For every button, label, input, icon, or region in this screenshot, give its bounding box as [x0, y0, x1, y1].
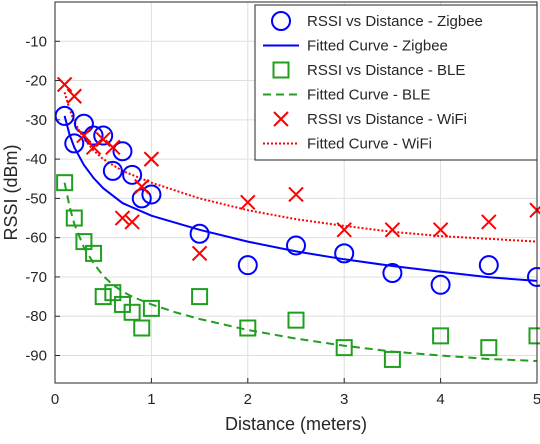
square-point	[481, 340, 496, 355]
y-tick-label: -70	[25, 269, 47, 286]
square-point	[385, 352, 400, 367]
x-tick-label: 1	[147, 391, 155, 408]
x-tick-label: 4	[436, 391, 444, 408]
legend-label: RSSI vs Distance - BLE	[307, 62, 465, 79]
legend-label: Fitted Curve - WiFi	[307, 136, 432, 153]
x-point	[87, 140, 101, 154]
square-point	[192, 289, 207, 304]
square-point	[289, 313, 304, 328]
legend-label: Fitted Curve - BLE	[307, 87, 430, 104]
square-point	[57, 175, 72, 190]
x-point	[530, 203, 540, 217]
legend-label: RSSI vs Distance - WiFi	[307, 111, 467, 128]
x-point	[385, 223, 399, 237]
x-point	[289, 187, 303, 201]
x-tick-label: 2	[244, 391, 252, 408]
square-point	[96, 289, 111, 304]
y-tick-label: -60	[25, 230, 47, 247]
x-tick-label: 5	[533, 391, 540, 408]
circle-point	[65, 134, 83, 152]
legend: RSSI vs Distance - Zigbee Fitted Curve - …	[255, 5, 537, 160]
circle-point	[123, 166, 141, 184]
y-tick-label: -30	[25, 112, 47, 129]
y-tick-label: -50	[25, 190, 47, 207]
x-axis-title: Distance (meters)	[225, 414, 367, 434]
legend-label: RSSI vs Distance - Zigbee	[307, 13, 483, 30]
square-point	[134, 321, 149, 336]
y-tick-label: -10	[25, 33, 47, 50]
circle-point	[480, 256, 498, 274]
x-point	[67, 89, 81, 103]
legend-label: Fitted Curve - Zigbee	[307, 38, 448, 55]
x-tick-label: 0	[51, 391, 59, 408]
x-point	[58, 77, 72, 91]
y-axis-title: RSSI (dBm)	[1, 144, 21, 240]
x-point	[193, 246, 207, 260]
y-tick-label: -80	[25, 308, 47, 325]
circle-point	[191, 225, 209, 243]
square-point	[530, 328, 540, 343]
y-tick-label: -40	[25, 151, 47, 168]
x-tick-label: 3	[340, 391, 348, 408]
x-point	[482, 215, 496, 229]
y-tick-label: -20	[25, 73, 47, 90]
y-tick-label: -90	[25, 348, 47, 365]
